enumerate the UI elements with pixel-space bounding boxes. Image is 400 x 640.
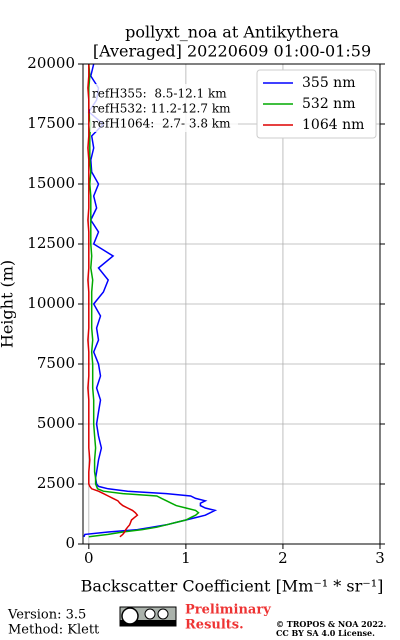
y-tick-label: 10000 [27, 294, 75, 312]
y-axis-label: Height (m) [0, 260, 17, 348]
profile-line [87, 64, 139, 538]
version: Version: 3.5 [7, 608, 86, 623]
preliminary-note: Preliminary [185, 603, 271, 618]
y-tick-label: 2500 [37, 474, 75, 492]
y-tick-label: 0 [65, 534, 75, 552]
y-tick-label: 17500 [27, 114, 75, 132]
annotation: refH355: 8.5-12.1 km [92, 87, 227, 101]
preliminary-note: Results. [185, 618, 244, 633]
chart-title: pollyxt_noa at Antikythera [125, 23, 339, 42]
y-tick-label: 20000 [27, 54, 75, 72]
license: CC BY SA 4.0 License. [276, 628, 375, 638]
annotation: refH1064: 2.7- 3.8 km [92, 117, 231, 131]
x-tick-label: 1 [181, 549, 191, 567]
profile-line [83, 63, 218, 538]
legend-box [256, 69, 377, 139]
y-tick-label: 5000 [37, 414, 75, 432]
plot-frame [82, 63, 381, 545]
license-logo [119, 606, 177, 627]
profile-line [88, 63, 200, 538]
annotation: refH532: 11.2-12.7 km [92, 102, 231, 116]
legend-label: 532 nm [302, 96, 355, 112]
copyright: © TROPOS & NOA 2022. [276, 619, 386, 629]
legend-label: 1064 nm [302, 117, 364, 133]
y-tick-label: 15000 [27, 174, 75, 192]
x-tick-label: 0 [84, 549, 94, 567]
y-tick-label: 12500 [27, 234, 75, 252]
annotation-box [90, 84, 238, 132]
x-tick-label: 3 [375, 549, 385, 567]
x-tick-label: 2 [278, 549, 288, 567]
legend-label: 355 nm [302, 75, 355, 91]
y-tick-label: 7500 [37, 354, 75, 372]
x-axis-label: Backscatter Coefficient [Mm⁻¹ * sr⁻¹] [81, 577, 384, 596]
chart-subtitle: [Averaged] 20220609 01:00-01:59 [93, 42, 371, 61]
method: Method: Klett [8, 623, 100, 638]
